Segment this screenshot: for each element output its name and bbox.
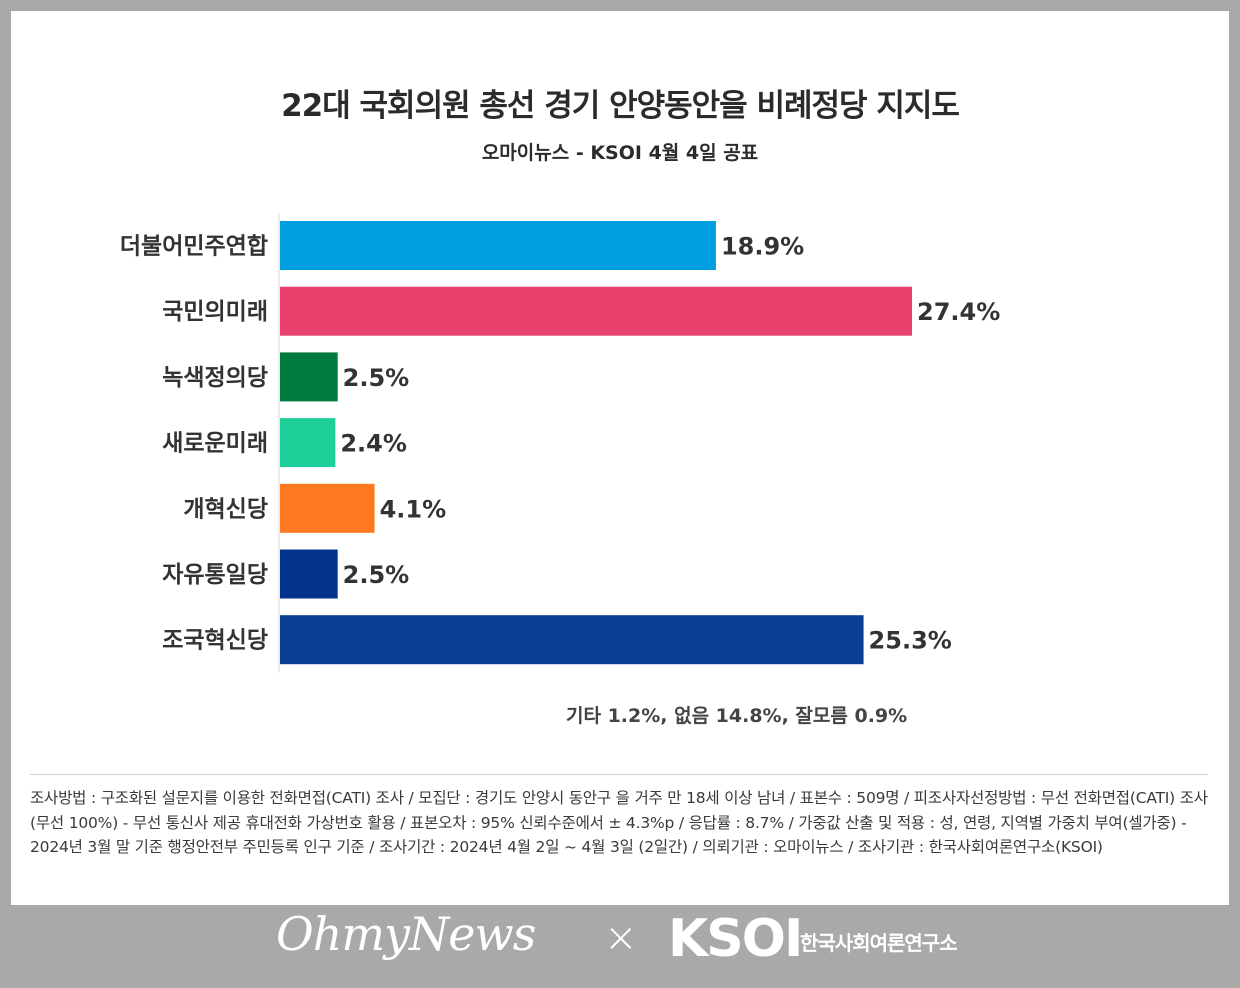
- bar-6: [280, 549, 338, 599]
- value-label: 2.5%: [343, 364, 410, 392]
- separator-x: ×: [604, 915, 638, 961]
- chart-card: [11, 11, 1229, 905]
- bar-chart: 더불어민주연합 18.9% 국민의미래 27.4% 녹색정의당 2.5% 새로운미래 2.4%…: [120, 213, 1000, 673]
- value-label: 4.1%: [380, 495, 447, 523]
- category-label: 자유통일당: [162, 562, 268, 588]
- chart-title: 22대 국회의원 총선 경기 안양동안을 비례정당 지지도: [281, 88, 960, 124]
- ohmynews-logo: OhmyNews: [276, 907, 536, 961]
- bar-4: [280, 418, 336, 468]
- category-label: 국민의미래: [162, 299, 268, 325]
- chart-subtitle: 오마이뉴스 - KSOI 4월 4일 공표: [481, 142, 759, 164]
- category-label: 더불어민주연합: [120, 234, 268, 260]
- category-label: 녹색정의당: [162, 365, 268, 391]
- ksoi-logo: KSOI: [668, 909, 803, 969]
- category-label: 새로운미래: [162, 431, 268, 457]
- bar-2: [280, 286, 912, 336]
- methodology-text: 조사방법 : 구조화된 설문지를 이용한 전화면접(CATI) 조사 / 모집단…: [30, 789, 1208, 856]
- value-label: 18.9%: [721, 233, 804, 261]
- value-label: 2.5%: [343, 561, 410, 589]
- category-label: 개혁신당: [183, 496, 268, 522]
- value-label: 2.4%: [340, 430, 407, 458]
- category-label: 조국혁신당: [162, 628, 268, 654]
- divider: [30, 774, 1208, 775]
- bar-5: [280, 483, 375, 533]
- bar-3: [280, 352, 338, 402]
- other-responses-note: 기타 1.2%, 없음 14.8%, 잘모름 0.9%: [566, 705, 908, 727]
- footer-logos: OhmyNews × KSOI 한국사회여론연구소: [0, 905, 1240, 988]
- value-label: 25.3%: [869, 627, 952, 655]
- ksoi-logo-subtitle: 한국사회여론연구소: [800, 931, 958, 955]
- bar-1: [280, 221, 716, 270]
- value-label: 27.4%: [917, 298, 1000, 326]
- bar-7: [280, 615, 864, 665]
